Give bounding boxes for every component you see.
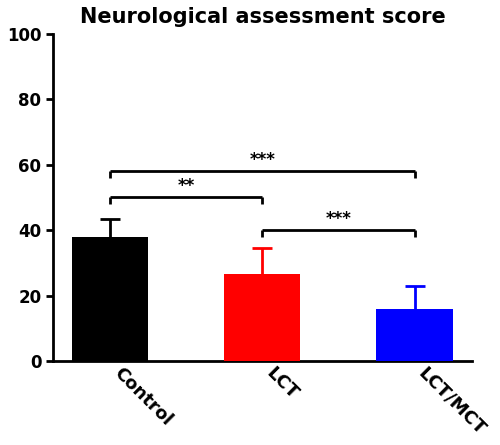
Text: **: ** [178, 177, 195, 195]
Text: ***: *** [250, 151, 276, 169]
Text: ***: *** [326, 210, 351, 227]
Bar [224, 274, 300, 361]
Title: Neurological assessment score: Neurological assessment score [80, 7, 446, 27]
Bar [376, 309, 452, 361]
Bar [72, 237, 148, 361]
